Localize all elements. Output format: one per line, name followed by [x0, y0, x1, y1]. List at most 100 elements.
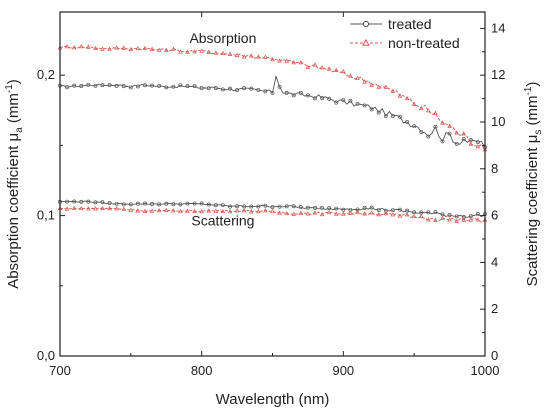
- data-point: [65, 199, 70, 204]
- data-point: [312, 62, 318, 67]
- y-right-tick-label: 0: [491, 348, 498, 363]
- data-point: [454, 218, 459, 223]
- y-right-tick-label: 4: [491, 254, 498, 269]
- data-point: [390, 88, 396, 93]
- series-line-treated-right: [59, 200, 486, 218]
- data-point: [192, 201, 197, 206]
- data-point: [468, 217, 474, 222]
- data-point: [440, 215, 445, 220]
- data-point: [461, 137, 466, 141]
- data-point: [234, 208, 240, 213]
- plot-frame: [59, 11, 486, 357]
- data-point: [213, 86, 218, 91]
- data-point: [390, 208, 395, 213]
- legend-label: treated: [388, 16, 432, 32]
- data-point: [121, 84, 126, 89]
- data-point: [369, 107, 374, 112]
- series-line-treated-left: [59, 74, 486, 148]
- data-point: [171, 46, 176, 51]
- data-point: [411, 101, 417, 106]
- data-point: [171, 84, 176, 89]
- data-point: [150, 83, 155, 88]
- data-point: [447, 123, 452, 128]
- data-point: [143, 201, 147, 206]
- data-point: [135, 84, 140, 89]
- data-point: [220, 208, 226, 214]
- data-point: [418, 105, 424, 111]
- data-point: [433, 210, 438, 215]
- data-point: [398, 207, 402, 212]
- data-point: [156, 208, 162, 213]
- data-point: [157, 202, 162, 207]
- data-point: [213, 208, 219, 213]
- data-point: [171, 208, 176, 213]
- x-tick-label: 700: [49, 363, 71, 378]
- data-point: [270, 57, 275, 62]
- data-point: [348, 98, 353, 103]
- y-axis-label-left-part: a: [14, 127, 25, 133]
- data-point: [263, 203, 268, 208]
- data-point: [249, 86, 254, 91]
- data-point: [228, 204, 232, 209]
- data-point: [263, 208, 268, 213]
- data-point: [199, 201, 204, 206]
- data-point: [100, 46, 105, 51]
- labels: Wavelength (nm) Absorption coefficient μa…: [4, 30, 544, 408]
- y-axis-label-left-part: ): [5, 79, 22, 84]
- data-point: [475, 144, 481, 149]
- y-axis-label-left-part: (mm: [5, 93, 22, 127]
- data-point: [405, 208, 410, 213]
- data-point: [383, 84, 389, 89]
- data-point: [447, 131, 452, 136]
- data-point: [100, 83, 105, 88]
- data-point: [426, 210, 431, 215]
- data-point: [79, 199, 84, 204]
- data-point: [305, 205, 310, 210]
- data-point: [149, 46, 155, 51]
- data-point: [86, 206, 91, 211]
- data-point: [93, 45, 98, 51]
- data-point: [235, 88, 240, 93]
- data-point: [213, 50, 219, 55]
- data-point: [206, 202, 211, 207]
- data-point: [404, 212, 410, 217]
- data-point: [333, 211, 339, 216]
- data-point: [178, 208, 183, 214]
- data-point: [454, 130, 459, 135]
- data-point: [397, 213, 403, 218]
- data-point: [121, 202, 126, 207]
- data-point: [298, 205, 303, 210]
- data-point: [256, 87, 261, 92]
- data-point: [291, 211, 297, 216]
- data-point: [433, 110, 438, 115]
- annotation-absorption: Absorption: [189, 30, 256, 46]
- data-point: [355, 207, 360, 212]
- data-point: [178, 202, 183, 207]
- data-point: [348, 210, 353, 215]
- data-point: [150, 201, 155, 206]
- data-point: [256, 204, 261, 209]
- data-point: [199, 48, 204, 53]
- data-point: [355, 101, 360, 106]
- data-point: [313, 205, 317, 210]
- data-point: [242, 86, 247, 91]
- data-point: [192, 208, 197, 213]
- data-point: [369, 210, 374, 215]
- data-point: [135, 201, 140, 206]
- data-point: [64, 206, 70, 211]
- data-point: [128, 85, 133, 90]
- data-point: [185, 49, 190, 54]
- data-point: [341, 207, 346, 212]
- data-point: [163, 47, 169, 52]
- data-point: [369, 205, 374, 210]
- y-right-tick-label: 6: [491, 208, 498, 223]
- data-point: [185, 84, 190, 89]
- data-point: [263, 89, 268, 94]
- data-point: [313, 96, 317, 101]
- data-point: [405, 119, 410, 124]
- data-point: [107, 83, 112, 87]
- data-point: [234, 52, 240, 57]
- data-point: [93, 83, 98, 88]
- legend-label: non-treated: [388, 35, 460, 51]
- data-point: [156, 47, 162, 52]
